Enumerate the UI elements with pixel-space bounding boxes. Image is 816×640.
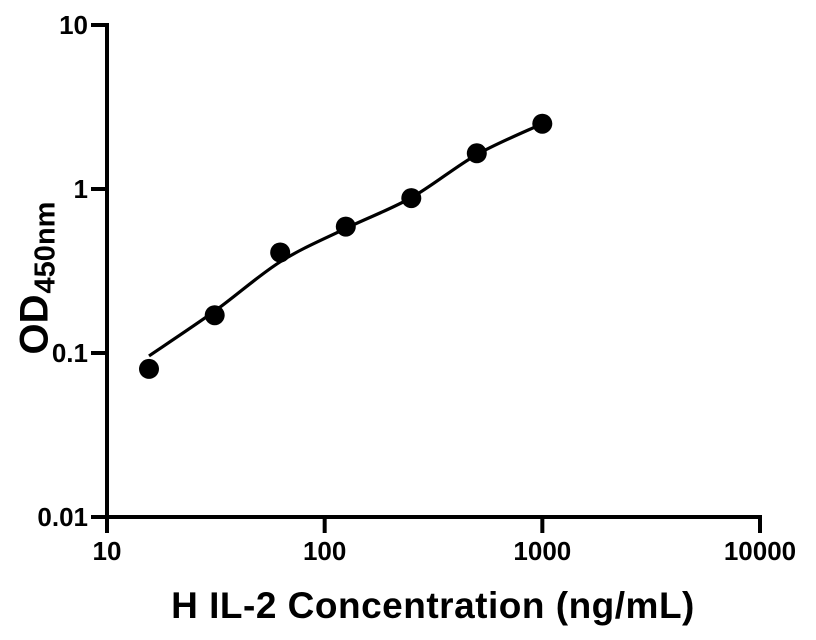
data-point bbox=[466, 143, 487, 164]
y-tick-label: 0.1 bbox=[52, 338, 88, 368]
y-axis-label-main: OD bbox=[12, 294, 57, 355]
x-axis-label: H IL-2 Concentration (ng/mL) bbox=[171, 585, 695, 626]
y-axis-label: OD450nm bbox=[12, 202, 62, 355]
y-axis-label-subscript: 450nm bbox=[29, 201, 62, 294]
data-point bbox=[139, 358, 159, 379]
x-tick-label: 10 bbox=[93, 536, 122, 566]
data-point bbox=[335, 216, 356, 237]
y-tick-label: 1 bbox=[74, 174, 88, 204]
data-point bbox=[204, 305, 225, 326]
data-point bbox=[401, 188, 422, 209]
y-tick-label: 0.01 bbox=[37, 502, 88, 532]
x-tick-label: 1000 bbox=[513, 536, 571, 566]
x-tick-label: 100 bbox=[303, 536, 346, 566]
x-tick-label: 10000 bbox=[724, 536, 796, 566]
data-point bbox=[532, 113, 553, 134]
data-point bbox=[270, 242, 291, 263]
y-tick-label: 10 bbox=[59, 10, 88, 40]
